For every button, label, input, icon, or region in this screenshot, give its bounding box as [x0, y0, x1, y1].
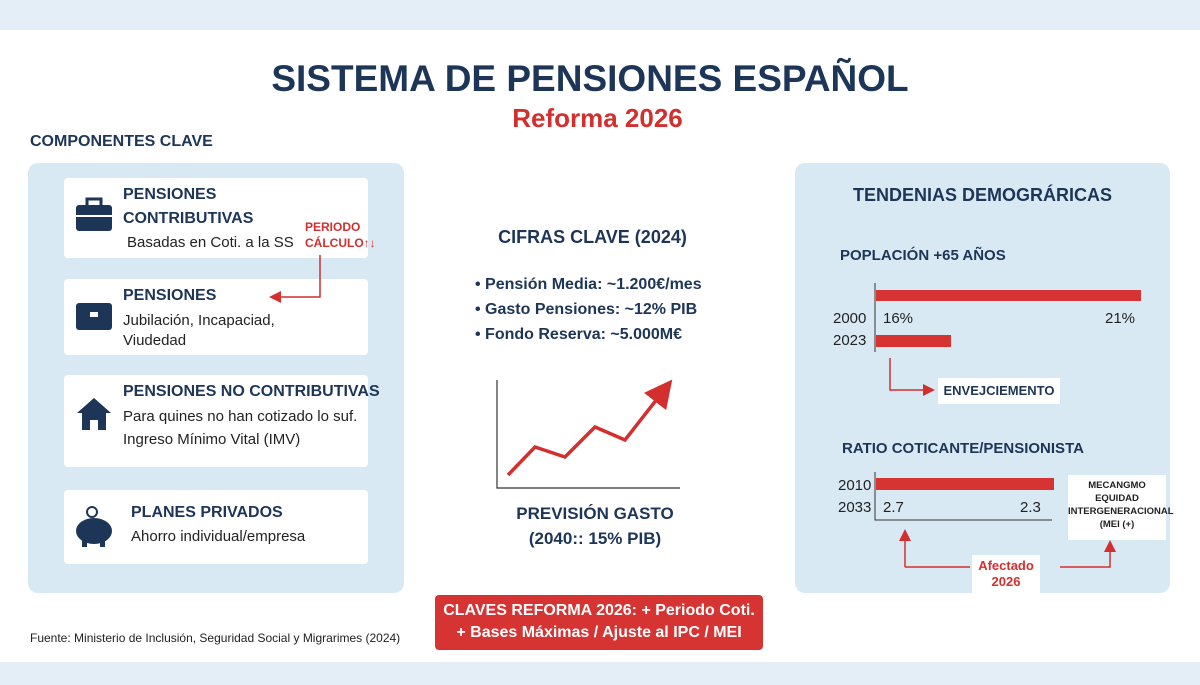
year: 2000 [833, 310, 867, 327]
note-box: ENVEJCIEMENTO [938, 378, 1060, 404]
card-text: Para quines no han cotizado lo suf. [123, 408, 358, 425]
card-text: Ahorro individual/empresa [131, 528, 306, 545]
card-text: Basadas en Coti. a la SS [127, 234, 294, 251]
label: POPLACIÓN +65 AÑOS [840, 247, 1006, 264]
forecast: PREVISIÓN GASTO [516, 504, 674, 523]
reform-box: CLAVES REFORMA 2026: + Periodo Coti. + Ba… [435, 595, 763, 650]
note: CÁLCULO↑↓ [305, 236, 376, 250]
card [64, 490, 368, 564]
source: Fuente: Ministerio de Inclusión, Segurid… [30, 631, 401, 645]
subtitle: Reforma 2026 [512, 103, 683, 133]
note: PERIODO [305, 220, 361, 234]
section-heading: COMPONENTES CLAVE [30, 133, 213, 150]
note-line: 2026 [991, 574, 1021, 589]
bullet-text: Fondo Reserva: ~5.000M€ [485, 326, 683, 343]
year: 2010 [838, 477, 872, 494]
section-heading: TENDENIAS DEMOGRÁRICAS [852, 185, 1112, 205]
year: 2033 [838, 499, 872, 516]
card-title: PENSIONES [123, 186, 217, 203]
axes [496, 380, 680, 489]
card-text: Jubilación, Incapaciad, [123, 312, 275, 329]
card-title: CONTRIBUTIVAS [123, 210, 254, 227]
bullet-text: Gasto Pensiones: ~12% PIB [485, 301, 698, 318]
bullet-text: Pensión Media: ~1.200€/mes [485, 276, 702, 293]
note-line: (MEI (+) [1099, 519, 1135, 530]
card-title: PENSIONES NO CONTRIBUTIVAS [123, 383, 380, 400]
value-label: 2.7 [883, 499, 904, 516]
note-line: Afectado [978, 558, 1034, 573]
value-label: 16% [883, 310, 914, 327]
bottom-band [0, 662, 1200, 685]
bullet: • Fondo Reserva: ~5.000M€ [475, 326, 683, 343]
year: 2023 [833, 332, 867, 349]
card-title: PLANES PRIVADOS [131, 504, 283, 521]
title: SISTEMA DE PENSIONES ESPAÑOL [271, 58, 909, 99]
card-title: PENSIONES [123, 287, 217, 304]
label: RATIO COTICANTE/PENSIONISTA [842, 440, 1084, 457]
note-box: Afectado 2026 [972, 555, 1040, 593]
reform-line: CLAVES REFORMA 2026: + Periodo Coti. [443, 602, 755, 619]
reform-line: + Bases Máximas / Ajuste al IPC / MEI [456, 624, 742, 641]
note-line: MECANGMO [1088, 480, 1146, 491]
trend-line [506, 379, 673, 477]
card-text: Ingreso Mínimo Vital (IMV) [123, 431, 301, 448]
card-text: Viudedad [123, 332, 187, 349]
note-line: INTERGENERACIONAL [1068, 506, 1174, 517]
note-box: MECANGMO EQUIDAD INTERGENERACIONAL (MEI (+) [1068, 475, 1174, 540]
note-line: EQUIDAD [1095, 493, 1139, 504]
value-label: 2.3 [1020, 499, 1041, 516]
forecast: (2040:: 15% PIB) [528, 529, 662, 548]
section-heading: CIFRAS CLAVE (2024) [498, 227, 687, 247]
card [64, 178, 368, 258]
bullet: • Pensión Media: ~1.200€/mes [475, 276, 702, 293]
card [64, 375, 368, 467]
top-band [0, 0, 1200, 30]
value-label: 21% [1105, 310, 1136, 327]
bullet: • Gasto Pensiones: ~12% PIB [475, 301, 698, 318]
